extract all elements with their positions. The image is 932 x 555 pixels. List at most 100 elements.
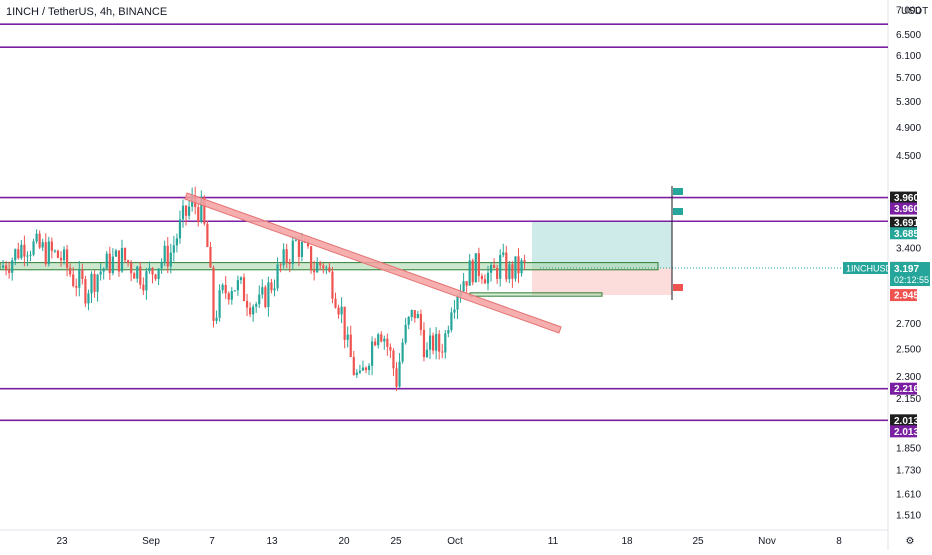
candle [72, 267, 75, 288]
candle [14, 248, 17, 266]
candle [398, 353, 401, 388]
candle [181, 199, 185, 228]
candle [44, 233, 47, 267]
candle-body [108, 253, 111, 274]
price-badge-box [890, 191, 917, 204]
candle-body [270, 282, 273, 291]
candle [371, 336, 374, 376]
price-badge: 2.945 [890, 289, 919, 302]
candle-body [364, 367, 368, 371]
candle [148, 261, 151, 274]
candle-body [75, 286, 78, 288]
candle-body [349, 334, 352, 357]
candle-body [297, 239, 300, 257]
candle [29, 250, 32, 262]
candle-body [480, 275, 483, 280]
price-tick-label: 2.500 [896, 344, 921, 355]
trendline[interactable] [184, 192, 562, 334]
candle-body [8, 270, 11, 273]
current-price-box [890, 262, 930, 287]
candle-body [84, 278, 87, 304]
candle [105, 251, 108, 269]
price-badge-box [890, 216, 917, 229]
candle-body [203, 196, 206, 224]
candle-body [38, 233, 41, 248]
candle [404, 317, 407, 345]
candle-body [44, 242, 47, 265]
candle [267, 276, 270, 317]
flag-cloth [673, 188, 683, 195]
time-tick-label: Oct [447, 536, 463, 547]
time-tick-label: 25 [692, 536, 704, 547]
candle [230, 287, 233, 305]
candle [114, 248, 117, 258]
candle-body [53, 250, 56, 252]
symbol-tag [843, 262, 888, 275]
candle-countdown: 02:12:55 [894, 275, 929, 285]
candle-body [477, 253, 480, 276]
time-tick-label: 8 [836, 536, 842, 547]
price-tick-label: 1.610 [896, 489, 921, 500]
target-flag-icon[interactable] [671, 188, 683, 202]
candle [11, 257, 14, 281]
price-badge-label: 3.685 [894, 229, 919, 240]
candle [380, 331, 383, 343]
candle-body [486, 272, 490, 284]
candle-body [367, 365, 371, 371]
candle [343, 306, 346, 349]
target-zone[interactable] [532, 220, 672, 269]
price-badge: 3.691 [890, 216, 919, 229]
candle [212, 265, 215, 328]
candle-body [306, 242, 310, 247]
candle [102, 267, 105, 280]
candle-body [319, 262, 322, 266]
candle-body [14, 249, 17, 261]
price-badge-box [890, 425, 917, 438]
candle-body [151, 267, 154, 275]
stop-zone[interactable] [532, 268, 672, 296]
candle [276, 257, 279, 292]
candle [435, 327, 438, 360]
candle [255, 301, 258, 313]
candle-body [447, 329, 450, 334]
candle-body [200, 196, 203, 222]
candle-body [255, 304, 258, 307]
candle-body [17, 249, 20, 259]
price-tick-label: 4.500 [896, 151, 921, 162]
gear-icon[interactable]: ⚙ [906, 536, 915, 547]
candle [188, 200, 191, 220]
candle [450, 307, 453, 333]
candle-body [413, 310, 416, 319]
candle-body [236, 280, 239, 291]
candle-body [62, 249, 66, 261]
candle [505, 245, 508, 283]
candle-body [355, 372, 358, 376]
candle-body [392, 350, 395, 369]
candle-body [334, 298, 337, 308]
candle-body [181, 205, 185, 220]
candle [453, 300, 456, 319]
candle-body [233, 290, 236, 292]
price-tick-label: 5.700 [896, 73, 921, 84]
candle-body [29, 254, 32, 256]
candle [218, 284, 221, 322]
candle [261, 279, 264, 299]
candle-body [325, 267, 328, 269]
retest-zone[interactable] [469, 292, 603, 297]
price-badge: 3.960 [890, 202, 919, 215]
candle [496, 264, 499, 284]
candle [331, 266, 334, 304]
candle-body [508, 264, 511, 280]
price-tick-label: 2.700 [896, 319, 921, 330]
candle-body [175, 238, 178, 246]
candle-body [410, 310, 413, 317]
price-badge-box [890, 227, 917, 240]
price-tick-label: 3.400 [896, 243, 921, 254]
candle [236, 275, 239, 296]
stop-flag-icon[interactable] [671, 284, 683, 298]
candle-body [184, 205, 188, 216]
candle-body [66, 249, 69, 268]
entry-flag-icon[interactable] [671, 208, 683, 222]
